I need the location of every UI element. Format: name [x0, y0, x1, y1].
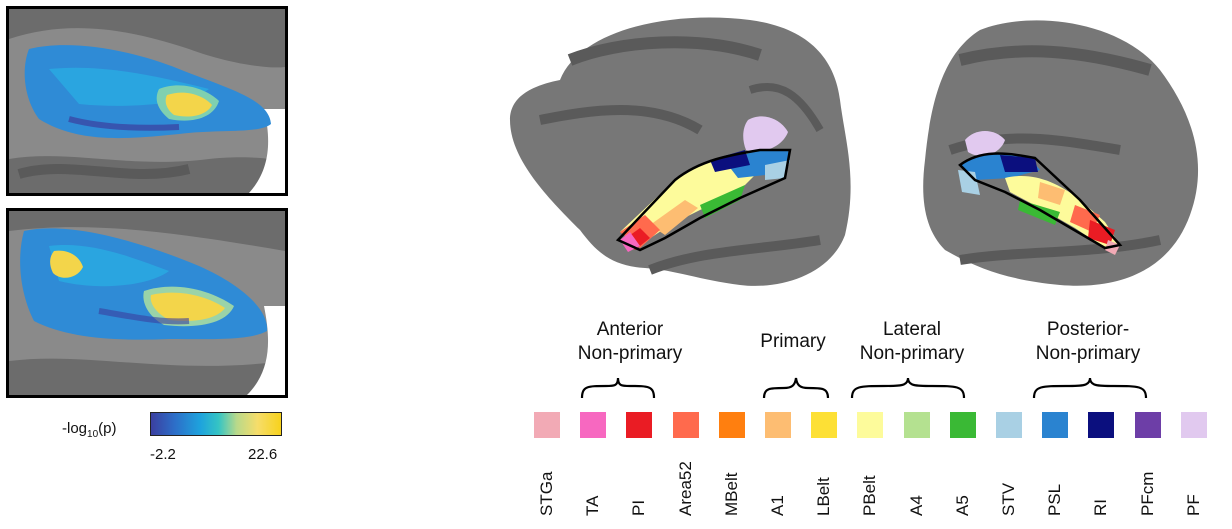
region-label-pbelt: PBelt [860, 475, 879, 516]
right-hemisphere [923, 20, 1199, 286]
group-label-anterior: Anterior Non-primary [577, 319, 683, 364]
swatch-stga [534, 412, 560, 438]
region-label-a1: A1 [768, 495, 787, 516]
swatch-pf [1181, 412, 1207, 438]
brain-surface-top [9, 9, 285, 193]
group-label-lateral: Lateral Non-primary [859, 319, 965, 364]
region-label-ta: TA [583, 495, 602, 516]
swatch-pfcm [1135, 412, 1161, 438]
group-label-posterior: Posterior- Non-primary [1035, 319, 1141, 364]
region-label-pi: PI [629, 499, 648, 516]
swatch-mbelt [719, 412, 745, 438]
swatch-psl [1042, 412, 1068, 438]
activation-map-panel-bottom [6, 208, 288, 398]
swatch-pbelt [857, 412, 883, 438]
region-label-a4: A4 [907, 495, 926, 516]
region-label-psl: PSL [1045, 483, 1064, 516]
brace-primary [762, 377, 830, 399]
brace-posterior [1032, 377, 1148, 399]
swatch-area52 [673, 412, 699, 438]
group-label-primary: Primary [760, 331, 826, 352]
region-label-area52: Area52 [676, 461, 695, 516]
region-label-ri: RI [1091, 499, 1110, 516]
region-label-pfcm: PFcm [1138, 471, 1157, 516]
colorbar-min-label: -2.2 [150, 446, 176, 463]
swatch-lbelt [811, 412, 837, 438]
brace-lateral [850, 377, 966, 399]
swatch-pi [626, 412, 652, 438]
region-label-a5: A5 [953, 495, 972, 516]
brain-surface-bottom [9, 211, 285, 395]
swatch-a4 [904, 412, 930, 438]
swatch-a1 [765, 412, 791, 438]
left-hemisphere [510, 17, 851, 286]
swatch-ta [580, 412, 606, 438]
inflated-brains [510, 17, 1199, 286]
region-label-stv: STV [999, 482, 1018, 516]
brace-anterior [580, 377, 656, 399]
swatch-ri [1088, 412, 1114, 438]
colorbar-label: -log10(p) [62, 420, 117, 440]
region-label-lbelt: LBelt [814, 477, 833, 516]
swatch-a5 [950, 412, 976, 438]
colorbar-max-label: 22.6 [248, 446, 278, 463]
region-label-mbelt: MBelt [722, 472, 741, 516]
region-label-pf: PF [1184, 494, 1203, 516]
colorbar-gradient [150, 412, 282, 436]
swatch-stv [996, 412, 1022, 438]
region-label-stga: STGa [537, 471, 556, 516]
activation-map-panel-top [6, 6, 288, 196]
